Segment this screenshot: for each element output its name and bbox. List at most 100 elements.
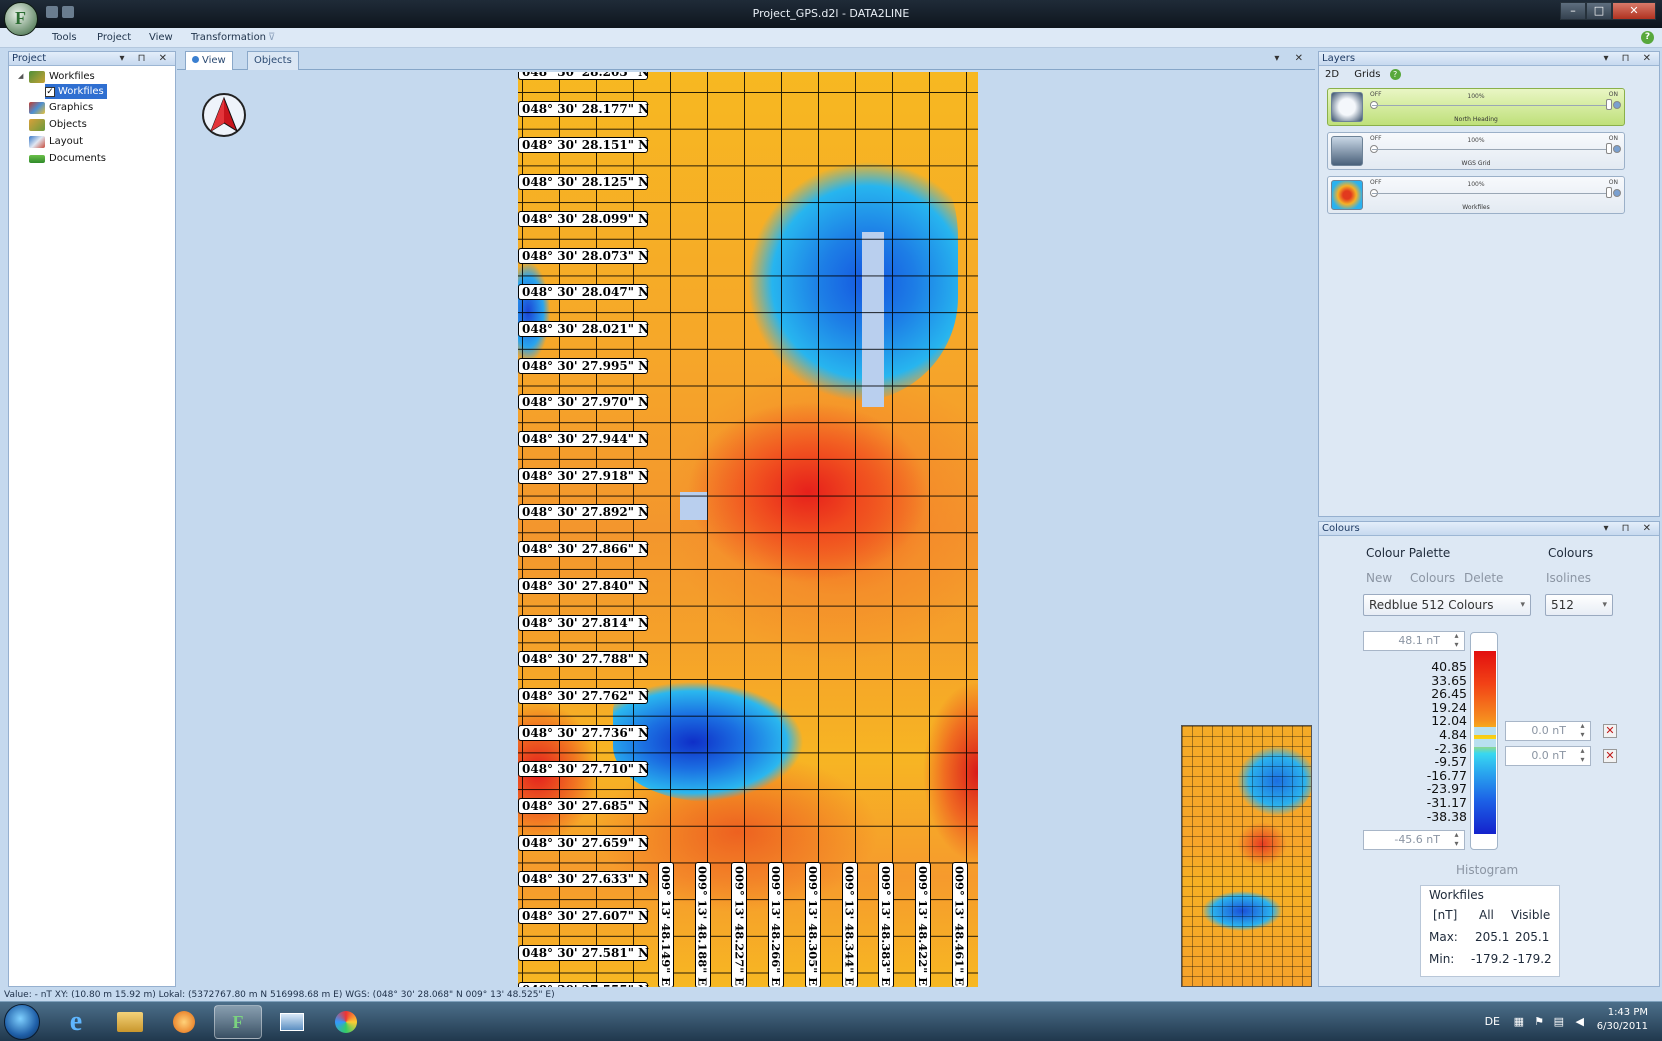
colour-count-select[interactable]: 512: [1545, 594, 1613, 616]
maximize-button[interactable]: □: [1586, 2, 1612, 20]
isoline-marker[interactable]: [1474, 727, 1496, 735]
tree-item-documents[interactable]: Documents: [29, 151, 106, 166]
tree-item-layout[interactable]: Layout: [29, 134, 83, 149]
remove-isoline-1-button[interactable]: ✕: [1603, 724, 1617, 738]
menu-view[interactable]: View: [149, 32, 173, 43]
tab-view[interactable]: View: [185, 51, 233, 70]
layer-name: Workfiles: [1462, 204, 1490, 211]
longitude-label: 009° 13' 48.344" E: [841, 862, 858, 987]
tree-item-workfiles[interactable]: Workfiles: [29, 69, 95, 84]
tab-grids[interactable]: Grids: [1354, 69, 1381, 80]
edit-colours-button[interactable]: Colours: [1410, 571, 1456, 585]
colour-scale-tick: -31.17: [1426, 795, 1467, 810]
longitude-label: 009° 13' 48.461" E: [951, 862, 968, 987]
latitude-label: 048° 30' 28.203" N: [518, 72, 649, 80]
network-icon[interactable]: ▦: [1513, 1015, 1524, 1028]
stats-min-all: -179.2: [1471, 952, 1510, 966]
minimap-anomaly-north: [1217, 736, 1311, 816]
minimize-button[interactable]: –: [1560, 2, 1586, 20]
redo-icon[interactable]: [62, 6, 74, 18]
layer-on-radio[interactable]: [1613, 101, 1621, 109]
tab-2d[interactable]: 2D: [1325, 69, 1340, 80]
latitude-label: 048° 30' 27.710" N: [518, 761, 649, 778]
layer-on-radio[interactable]: [1613, 145, 1621, 153]
data2line-icon[interactable]: F: [214, 1005, 262, 1039]
undo-icon[interactable]: [46, 6, 58, 18]
isolines-button[interactable]: Isolines: [1546, 571, 1592, 585]
isoline-marker[interactable]: [1474, 739, 1496, 747]
layers-help-icon[interactable]: ?: [1389, 69, 1401, 80]
layer-workfiles[interactable]: OFF 100% ON Workfiles: [1327, 176, 1625, 214]
layer-on-label: ON: [1608, 179, 1618, 186]
tree-item-label: Workfiles: [58, 86, 104, 97]
menu-transformation[interactable]: Transformation: [191, 32, 267, 43]
view-tabs-controls[interactable]: ▾ ✕: [1274, 53, 1309, 64]
action-center-flag-icon[interactable]: ⚑: [1534, 1015, 1544, 1028]
latitude-label: 048° 30' 27.788" N: [518, 651, 649, 668]
volume-icon[interactable]: ◀: [1575, 1015, 1584, 1028]
panel-controls[interactable]: ▾ ⊓ ✕: [119, 53, 172, 64]
layer-on-radio[interactable]: [1613, 189, 1621, 197]
magnetic-heatmap[interactable]: 048° 30' 28.203" N 048° 30' 28.177" N 048°…: [518, 72, 978, 987]
stats-col-visible: Visible: [1511, 908, 1551, 922]
latitude-label: 048° 30' 27.840" N: [518, 577, 649, 594]
new-palette-button[interactable]: New: [1366, 571, 1393, 585]
power-icon[interactable]: ▤: [1553, 1015, 1564, 1028]
colour-scale-tick: 33.65: [1431, 672, 1467, 688]
graphics-icon: [29, 101, 45, 114]
latitude-label: 048° 30' 27.866" N: [518, 541, 649, 558]
layer-wgs-grid[interactable]: OFF 100% ON WGS Grid: [1327, 132, 1625, 170]
language-indicator[interactable]: DE: [1484, 1015, 1500, 1028]
menu-tools[interactable]: Tools: [52, 32, 77, 43]
help-icon[interactable]: ?: [1641, 31, 1654, 44]
workfiles-stats-title: Workfiles: [1429, 888, 1484, 902]
stats-col-all: All: [1479, 908, 1494, 922]
clock[interactable]: 1:43 PM 6/30/2011: [1597, 1006, 1648, 1034]
panel-controls[interactable]: ▾ ⊓ ✕: [1603, 523, 1656, 534]
colour-scale-tick: 12.04: [1431, 713, 1467, 729]
app-logo-icon[interactable]: F: [4, 2, 38, 36]
opacity-slider-handle[interactable]: [1606, 143, 1612, 154]
tab-objects[interactable]: Objects: [247, 51, 299, 70]
tree-item-workfiles-child[interactable]: ✓ Workfiles: [45, 84, 107, 99]
layer-north-heading[interactable]: OFF 100% ON North Heading: [1327, 88, 1625, 126]
longitude-label: 009° 13' 48.266" E: [768, 862, 785, 987]
close-button[interactable]: ✕: [1612, 2, 1656, 20]
colour-scale-tick: -16.77: [1426, 767, 1467, 783]
opacity-slider-handle[interactable]: [1606, 99, 1612, 110]
min-value-input[interactable]: -45.6 nT: [1363, 830, 1465, 850]
overview-minimap[interactable]: [1181, 725, 1312, 987]
opacity-slider-handle[interactable]: [1606, 187, 1612, 198]
colour-scale-tick: 40.85: [1431, 659, 1467, 674]
paint-icon[interactable]: [322, 1005, 370, 1039]
checkbox-checked-icon[interactable]: ✓: [45, 86, 55, 97]
tree-item-graphics[interactable]: Graphics: [29, 100, 93, 115]
colour-palette-heading: Colour Palette: [1366, 546, 1451, 560]
internet-explorer-icon[interactable]: e: [69, 1006, 83, 1037]
media-player-icon[interactable]: [160, 1005, 208, 1039]
tree-item-objects[interactable]: Objects: [29, 117, 87, 132]
opacity-slider-track[interactable]: [1372, 149, 1608, 150]
tree-expand-icon[interactable]: ◢: [18, 72, 24, 80]
isoline-2-input[interactable]: 0.0 nT: [1505, 746, 1591, 766]
palette-select[interactable]: Redblue 512 Colours: [1363, 594, 1531, 616]
latitude-label: 048° 30' 27.736" N: [518, 724, 649, 741]
menu-project[interactable]: Project: [97, 32, 132, 43]
delete-palette-button[interactable]: Delete: [1464, 571, 1504, 585]
panel-controls[interactable]: ▾ ⊓ ✕: [1603, 53, 1656, 64]
window-icon[interactable]: [268, 1005, 316, 1039]
max-value-input[interactable]: 48.1 nT: [1363, 631, 1465, 651]
start-orb-icon[interactable]: [4, 1004, 40, 1040]
file-explorer-icon[interactable]: [106, 1005, 154, 1039]
remove-isoline-2-button[interactable]: ✕: [1603, 749, 1617, 763]
opacity-slider-track[interactable]: [1372, 105, 1608, 106]
north-arrow-icon: [202, 93, 246, 137]
menu-overflow-icon[interactable]: ⊽: [268, 32, 276, 43]
longitude-label: 009° 13' 48.227" E: [731, 862, 748, 987]
quick-access-toolbar: [46, 6, 92, 20]
opacity-slider-track[interactable]: [1372, 193, 1608, 194]
window-controls: – □ ✕: [1560, 2, 1656, 20]
latitude-label: 048° 30' 27.944" N: [518, 431, 649, 447]
layer-name: North Heading: [1454, 116, 1498, 123]
isoline-1-input[interactable]: 0.0 nT: [1505, 721, 1591, 741]
